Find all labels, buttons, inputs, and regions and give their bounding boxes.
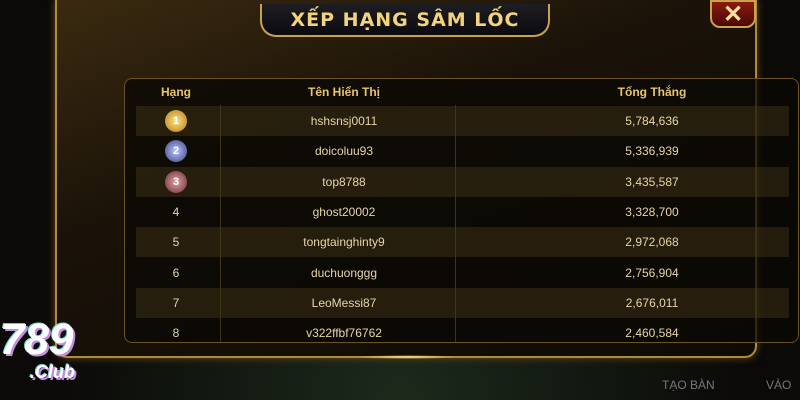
- header-rank: Hạng: [161, 84, 191, 99]
- player-name: LeoMessi87: [311, 295, 377, 310]
- total-wins: 3,435,587: [625, 174, 679, 189]
- table-row: 7 LeoMessi87 2,676,011: [136, 287, 789, 318]
- total-wins: 2,676,011: [625, 295, 679, 310]
- player-name: ghost20002: [312, 204, 376, 219]
- table-header: Hạng Tên Hiển Thị Tổng Thắng: [125, 79, 798, 104]
- rank: 4: [172, 204, 180, 219]
- divider: [455, 105, 456, 342]
- leaderboard-table: Hạng Tên Hiển Thị Tổng Thắng 1 hshsnsj001…: [124, 78, 799, 343]
- rank: 7: [172, 295, 180, 310]
- rank-medal-icon: 2: [165, 140, 187, 163]
- player-name: top8788: [322, 174, 366, 189]
- lobby-bottom-bar: TẠO BÀN VÀO: [0, 355, 800, 400]
- close-button[interactable]: ✕: [710, 0, 756, 28]
- table-row: 1 hshsnsj0011 5,784,636: [136, 106, 789, 136]
- total-wins: 2,972,068: [625, 235, 679, 250]
- player-name: hshsnsj0011: [310, 114, 378, 128]
- table-row: 3 top8788 3,435,587: [136, 166, 789, 197]
- header-name: Tên Hiển Thị: [308, 84, 380, 99]
- logo-suffix: .Club: [30, 362, 75, 382]
- player-name: v322ffbf76762: [306, 326, 382, 341]
- close-icon: ✕: [722, 0, 744, 28]
- total-wins: 5,336,939: [625, 144, 679, 159]
- total-wins: 3,328,700: [625, 204, 679, 219]
- table-row: 2 doicoluu93 5,336,939: [136, 136, 789, 166]
- rank: 5: [172, 235, 180, 250]
- dialog-title: XẾP HẠNG SÂM LỐC: [260, 4, 550, 37]
- player-name: doicoluu93: [314, 144, 374, 159]
- rank: 6: [172, 265, 180, 280]
- player-name: duchuonggg: [310, 265, 378, 280]
- player-name: tongtainghinty9: [303, 235, 385, 250]
- total-wins: 5,784,636: [625, 114, 679, 128]
- table-row: 8 v322ffbf76762 2,460,584: [136, 318, 789, 342]
- logo: 789 .Club: [0, 315, 75, 383]
- join-button[interactable]: VÀO: [766, 378, 792, 392]
- create-table-button[interactable]: TẠO BÀN: [662, 378, 715, 392]
- total-wins: 2,756,904: [625, 265, 679, 280]
- header-total: Tổng Thắng: [617, 84, 687, 99]
- table-row: 6 duchuonggg 2,756,904: [136, 258, 789, 288]
- rank: 8: [172, 326, 180, 341]
- rank-medal-icon: 1: [165, 110, 187, 132]
- leaderboard-dialog: Hạng Tên Hiển Thị Tổng Thắng 1 hshsnsj001…: [55, 0, 799, 359]
- total-wins: 2,460,584: [625, 326, 679, 341]
- divider: [220, 105, 221, 342]
- table-row: 4 ghost20002 3,328,700: [136, 197, 789, 227]
- table-row: 5 tongtainghinty9 2,972,068: [136, 227, 789, 258]
- rank-medal-icon: 3: [165, 170, 187, 193]
- logo-number: 789: [0, 315, 74, 364]
